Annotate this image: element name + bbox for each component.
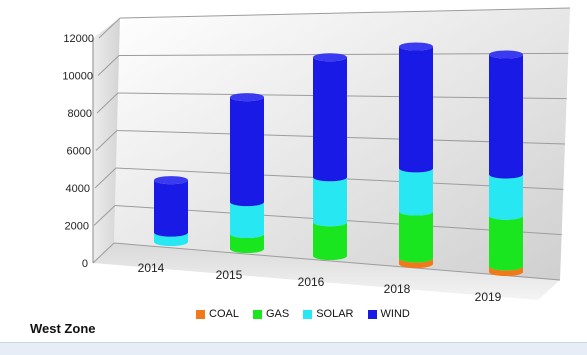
zone-label: West Zone xyxy=(30,321,96,336)
y-tick-label: 8000 xyxy=(68,108,92,120)
gridline-side xyxy=(97,55,120,76)
x-tick-label: 2015 xyxy=(216,268,243,282)
bar-top-cap xyxy=(399,42,433,51)
bar-top-cap xyxy=(230,93,264,102)
bar-segment-gas xyxy=(489,215,523,271)
y-tick-label: 2000 xyxy=(65,221,89,233)
x-tick-label: 2014 xyxy=(138,261,165,275)
chart-svg: 0 2000 4000 6000 8000 10000 12000 2014 2015 2016… xyxy=(62,7,571,304)
bar-segment-solar xyxy=(154,232,188,246)
gridline-side xyxy=(96,92,119,114)
legend-item-wind: WIND xyxy=(367,308,410,320)
legend-label: GAS xyxy=(265,308,290,320)
bar-segment-gas xyxy=(399,211,433,263)
bar-top-cap xyxy=(489,50,523,59)
x-axis-tick-labels: 2014 2015 2016 2018 2019 xyxy=(138,261,502,304)
bar-segment-solar xyxy=(489,174,523,220)
bar-segment-coal xyxy=(489,266,523,276)
bar-segment-solar xyxy=(399,168,433,216)
legend-label: WIND xyxy=(380,308,410,320)
bar-segment-solar xyxy=(230,202,264,238)
x-tick-label: 2018 xyxy=(384,282,411,296)
gridline-side xyxy=(95,130,118,151)
gridline xyxy=(113,242,561,281)
bar-segment-gas xyxy=(313,222,347,260)
gridline-side xyxy=(93,205,116,226)
bottom-strip xyxy=(0,342,587,355)
legend-item-solar: SOLAR xyxy=(303,308,354,320)
bar-top-cap xyxy=(154,176,188,185)
legend-swatch xyxy=(303,309,313,319)
legend-item-gas: GAS xyxy=(252,308,290,320)
x-tick-label: 2016 xyxy=(298,275,325,289)
bar-segment-coal xyxy=(399,258,433,268)
chart-bars xyxy=(154,42,523,276)
y-axis-tick-labels: 0 2000 4000 6000 8000 10000 12000 xyxy=(62,33,94,270)
bar-segment-wind xyxy=(230,97,264,207)
bar-segment-wind xyxy=(399,46,433,173)
bar-segment-wind xyxy=(313,57,347,182)
gridline xyxy=(119,7,571,19)
legend-label: SOLAR xyxy=(316,308,354,320)
y-tick-label: 12000 xyxy=(63,33,94,45)
y-tick-label: 10000 xyxy=(62,71,93,83)
legend-swatch xyxy=(196,309,205,319)
legend-swatch xyxy=(252,309,262,319)
gridline-side xyxy=(94,167,117,189)
y-tick-label: 6000 xyxy=(67,146,91,158)
bar-segment-wind xyxy=(489,54,523,179)
chart-legend: COAL GAS SOLAR WIND xyxy=(196,308,410,320)
gridline-side xyxy=(98,17,121,39)
y-tick-label: 0 xyxy=(82,258,88,270)
chart-floor xyxy=(93,243,560,300)
legend-label: COAL xyxy=(209,308,239,320)
legend-item-coal: COAL xyxy=(196,308,239,320)
legend-swatch xyxy=(367,309,377,319)
x-tick-label: 2019 xyxy=(475,290,502,304)
bar-segment-gas xyxy=(230,234,264,253)
bar-segment-wind xyxy=(154,180,188,237)
bar-top-cap xyxy=(313,53,347,62)
gridline-side xyxy=(92,242,115,264)
bar-segment-solar xyxy=(313,177,347,227)
y-tick-label: 4000 xyxy=(66,183,90,195)
